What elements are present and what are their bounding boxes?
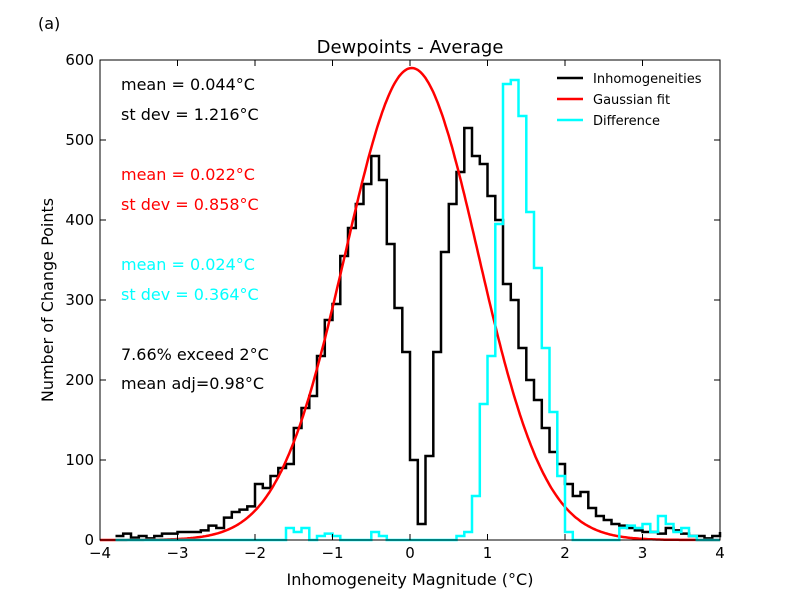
y-tick-label: 300 [65, 291, 94, 309]
legend-entry: Difference [593, 114, 660, 129]
y-tick-label: 0 [84, 531, 94, 549]
stats-annotation: st dev = 0.858°C [121, 195, 259, 214]
legend-entry: Inhomogeneities [593, 72, 702, 87]
x-tick-label: −2 [244, 544, 266, 562]
chart-title: Dewpoints - Average [317, 37, 504, 58]
legend: Inhomogeneities Gaussian fit Difference [557, 72, 702, 129]
y-axis-label: Number of Change Points [38, 198, 57, 402]
x-tick-label: 2 [560, 544, 570, 562]
stats-annotation: st dev = 0.364°C [121, 285, 259, 304]
legend-entry: Gaussian fit [593, 93, 670, 108]
x-tick-label: 1 [483, 544, 493, 562]
y-tick-label: 600 [65, 51, 94, 69]
x-tick-label: 0 [405, 544, 415, 562]
x-tick-label: −1 [321, 544, 343, 562]
axis-ticks: −4 −3 −2 −1 0 1 2 3 4 0 100 200 300 400 500 600 [65, 51, 724, 562]
y-tick-label: 200 [65, 371, 94, 389]
stats-annotations: mean = 0.044°C st dev = 1.216°C mean = 0.0… [121, 75, 269, 393]
x-tick-label: 3 [638, 544, 648, 562]
y-tick-label: 100 [65, 451, 94, 469]
x-tick-label: 4 [715, 544, 725, 562]
stats-annotation: 7.66% exceed 2°C [121, 345, 269, 364]
stats-annotation: st dev = 1.216°C [121, 105, 259, 124]
stats-annotation: mean = 0.044°C [121, 75, 255, 94]
series-layer [100, 66, 722, 542]
x-axis-label: Inhomogeneity Magnitude (°C) [287, 570, 534, 589]
panel-label: (a) [38, 14, 60, 33]
series-gaussian-fit [100, 66, 720, 542]
stats-annotation: mean = 0.022°C [121, 165, 255, 184]
plot-frame [99, 59, 721, 541]
x-tick-label: −4 [89, 544, 111, 562]
y-tick-label: 400 [65, 211, 94, 229]
series-inhomogeneities [115, 126, 722, 540]
y-tick-label: 500 [65, 131, 94, 149]
stats-annotation: mean adj=0.98°C [121, 374, 264, 393]
x-tick-label: −3 [166, 544, 188, 562]
stats-annotation: mean = 0.024°C [121, 255, 255, 274]
